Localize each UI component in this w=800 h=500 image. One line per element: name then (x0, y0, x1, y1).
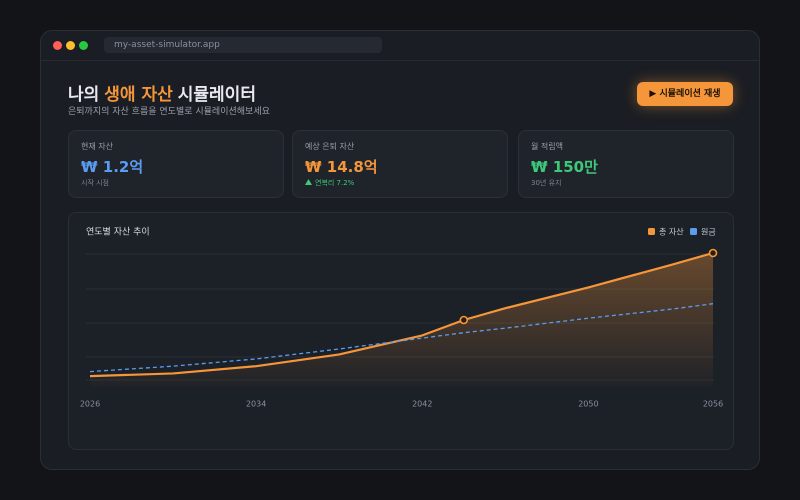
url-bar[interactable]: my-asset-simulator.app (104, 37, 382, 53)
highlight-point (708, 248, 718, 258)
x-tick-label: 2042 (412, 400, 432, 409)
x-tick-label: 2034 (246, 400, 266, 409)
x-tick-label: 2050 (578, 400, 598, 409)
stat-card: 현재 자산 ₩ 1.2억 시작 시점 (68, 130, 284, 198)
legend-swatch (648, 228, 655, 235)
up-icon (305, 179, 312, 185)
title-highlight: 생애 자산 (104, 85, 173, 105)
legend-swatch (690, 228, 697, 235)
subtitle: 은퇴까지의 자산 흐름을 연도별로 시뮬레이션해보세요 (68, 107, 270, 117)
card-label: 월 적립액 (531, 142, 563, 151)
card-value: ₩ 150만 (531, 158, 598, 176)
card-note: 시작 시점 (81, 179, 109, 187)
stat-card: 월 적립액 ₩ 150만 30년 유지 (518, 130, 734, 198)
series-line (89, 251, 714, 378)
play-button[interactable]: ▶ 시뮬레이션 재생 (637, 82, 733, 106)
maximize-button[interactable] (79, 41, 88, 50)
card-note-wrap: 연복리 7.2% (305, 178, 354, 188)
title-text: 나의 (68, 85, 100, 105)
card-note: 연복리 7.2% (315, 179, 355, 187)
highlight-point (459, 315, 469, 325)
card-label: 현재 자산 (81, 142, 113, 151)
x-tick-label: 2026 (80, 400, 100, 409)
minimize-button[interactable] (66, 41, 75, 50)
page-title: 나의 생애 자산 시뮬레이터 (68, 80, 261, 105)
title-bar (40, 30, 760, 61)
close-button[interactable] (53, 41, 62, 50)
title-text: 시뮬레이터 (177, 85, 256, 105)
legend-label: 총 자산 (659, 227, 684, 237)
legend-label: 원금 (701, 228, 716, 237)
stat-card: 예상 은퇴 자산 ₩ 14.8억 연복리 7.2% (292, 130, 508, 198)
chart-title: 연도별 자산 추이 (86, 227, 150, 238)
chart: 연도별 자산 추이 2026 2034 2042 2050 2056 총 자산 원금 (80, 227, 723, 409)
x-tick-label: 2056 (703, 400, 723, 409)
card-note: 30년 유지 (531, 179, 562, 187)
card-value: ₩ 14.8억 (305, 158, 378, 176)
button-label[interactable]: 시뮬레이션 재생 (659, 89, 721, 99)
card-value: ₩ 1.2억 (81, 158, 144, 176)
area-fill (90, 253, 713, 387)
card-label: 예상 은퇴 자산 (305, 142, 355, 151)
